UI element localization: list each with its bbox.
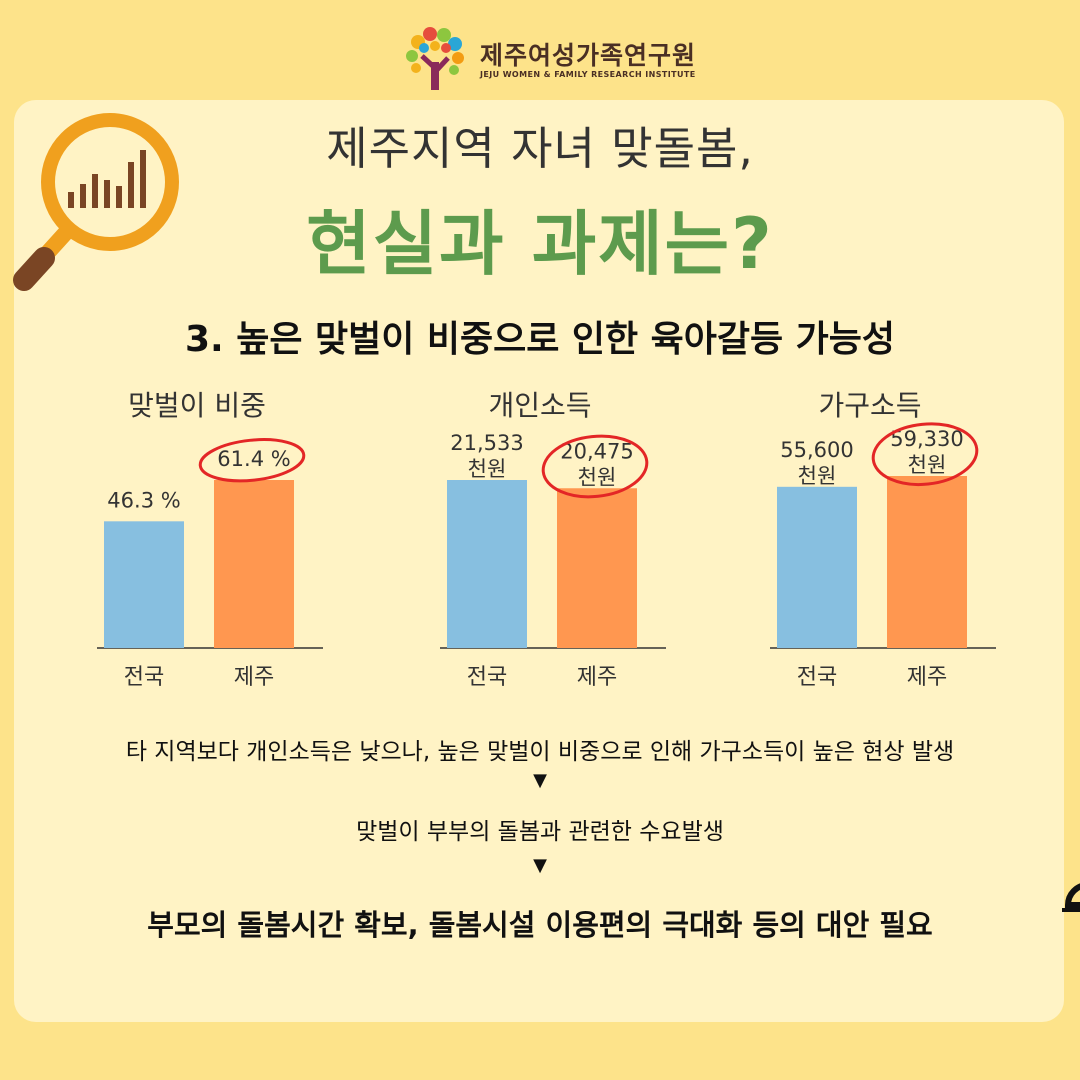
value-label: 21,533	[450, 431, 523, 455]
page-title-line1: 제주지역 자녀 맞돌봄,	[326, 122, 754, 175]
value-label: 46.3 %	[107, 488, 180, 512]
chart-dual-income-ratio: 맞벌이 비중 46.3 % 전국 61.4 % 제주	[47, 380, 347, 700]
chart-title: 맞벌이 비중	[128, 389, 266, 422]
unit-label: 천원	[468, 457, 507, 481]
value-label: 61.4 %	[217, 447, 290, 471]
bar-national	[777, 486, 857, 648]
category-label: 전국	[467, 665, 507, 690]
value-label: 59,330	[890, 427, 963, 451]
bar-jeju	[214, 480, 294, 648]
recommendation-text: 부모의 돌봄시간 확보, 돌봄시설 이용편의 극대화 등의 대안 필요	[147, 908, 933, 942]
value-label: 20,475	[560, 439, 633, 463]
logo-subtitle: JEJU WOMEN & FAMILY RESEARCH INSTITUTE	[480, 70, 696, 79]
category-label: 전국	[124, 665, 164, 690]
section-subtitle: 3. 높은 맞벌이 비중으로 인한 육아갈등 가능성	[184, 319, 896, 360]
logo-name: 제주여성가족연구원	[480, 41, 697, 70]
down-arrow-icon: ▼	[533, 770, 547, 791]
highlight-circle	[541, 434, 649, 499]
page-title-line2: 현실과 과제는?	[306, 203, 774, 285]
category-label: 전국	[797, 665, 837, 690]
demand-text: 맞벌이 부부의 돌봄과 관련한 수요발생	[356, 819, 724, 845]
unit-label: 천원	[798, 464, 837, 488]
bar-chart-svg: 46.3 % 전국 61.4 % 제주	[97, 438, 323, 690]
tree-logo-icon	[406, 27, 464, 90]
magnifier-chart-icon	[13, 113, 179, 291]
category-label: 제주	[234, 665, 274, 690]
highlight-circle	[871, 422, 979, 487]
unit-label: 천원	[908, 453, 947, 477]
unit-label: 천원	[578, 465, 617, 489]
bar-national	[447, 480, 527, 648]
highlight-circle	[198, 438, 306, 483]
chart-title: 가구소득	[818, 389, 922, 422]
category-label: 제주	[907, 665, 947, 690]
bar-jeju	[557, 488, 637, 648]
finding-text: 타 지역보다 개인소득은 낮으나, 높은 맞벌이 비중으로 인해 가구소득이 높…	[125, 739, 955, 765]
down-arrow-icon: ▼	[533, 855, 547, 876]
bar-national	[104, 521, 184, 648]
decorative-shape-icon	[1062, 883, 1080, 912]
value-label: 55,600	[780, 438, 853, 462]
category-label: 제주	[577, 665, 617, 690]
chart-household-income: 가구소득 55,600 천원 전국 59,330 천원 제주	[720, 380, 1020, 700]
bar-jeju	[887, 476, 967, 648]
institute-logo: 제주여성가족연구원 JEJU WOMEN & FAMILY RESEARCH I…	[400, 24, 695, 94]
chart-title: 개인소득	[488, 389, 592, 422]
chart-personal-income: 개인소득 21,533 천원 전국 20,475 천원 제주	[390, 380, 690, 700]
